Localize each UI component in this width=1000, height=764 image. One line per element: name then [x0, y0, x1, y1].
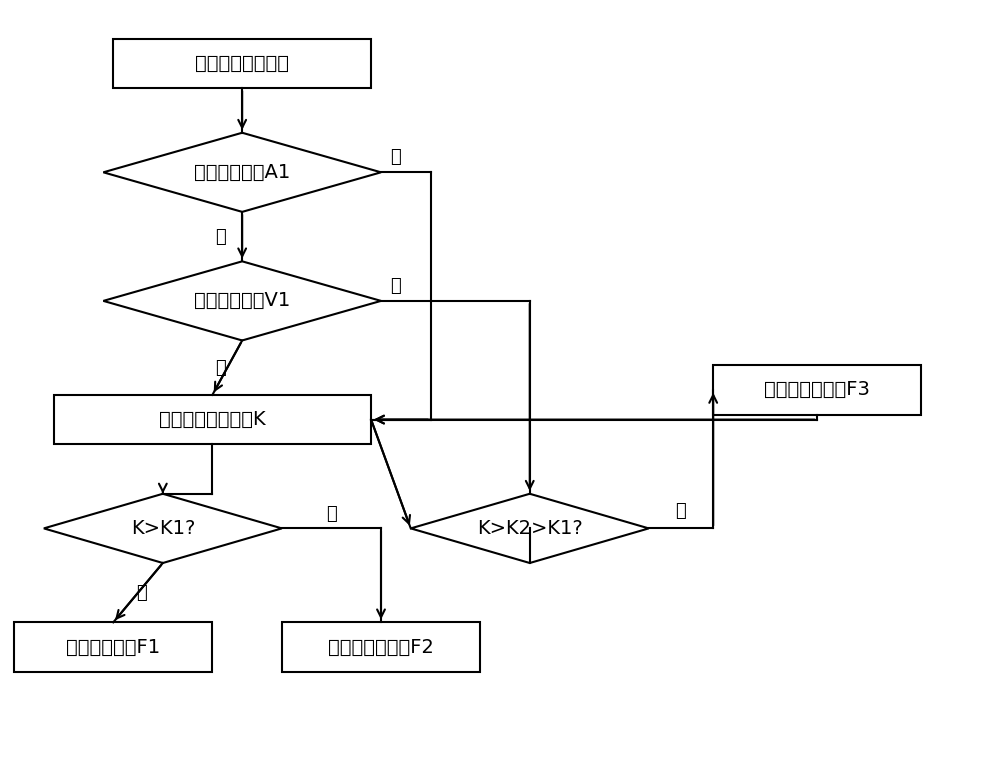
Text: 否: 否	[391, 148, 401, 167]
Text: 转速是否大于A1: 转速是否大于A1	[194, 163, 290, 182]
Polygon shape	[103, 261, 381, 341]
Text: K>K1?: K>K1?	[131, 519, 195, 538]
Text: K>K2>K1?: K>K2>K1?	[477, 519, 583, 538]
Text: 是: 是	[215, 228, 226, 245]
Bar	[713, 365, 921, 415]
Text: 缓速器制动输出F3: 缓速器制动输出F3	[764, 380, 870, 400]
Text: 是: 是	[215, 358, 226, 377]
Polygon shape	[411, 494, 649, 563]
Text: 车速是否大于V1: 车速是否大于V1	[194, 291, 290, 310]
Text: 缓速器制动输出F2: 缓速器制动输出F2	[328, 638, 434, 656]
Text: 是: 是	[136, 584, 146, 602]
Bar	[113, 39, 371, 88]
Bar	[282, 623, 480, 672]
Text: 联合自动模式查询: 联合自动模式查询	[195, 54, 289, 73]
Bar	[14, 623, 212, 672]
Text: 否: 否	[676, 502, 686, 520]
Polygon shape	[44, 494, 282, 563]
Text: 检测主制动模拟量K: 检测主制动模拟量K	[159, 410, 266, 429]
Text: 否: 否	[391, 277, 401, 295]
Text: 否: 否	[326, 504, 337, 523]
Text: 排气制动输出F1: 排气制动输出F1	[66, 638, 160, 656]
Bar	[54, 395, 371, 445]
Polygon shape	[103, 133, 381, 212]
